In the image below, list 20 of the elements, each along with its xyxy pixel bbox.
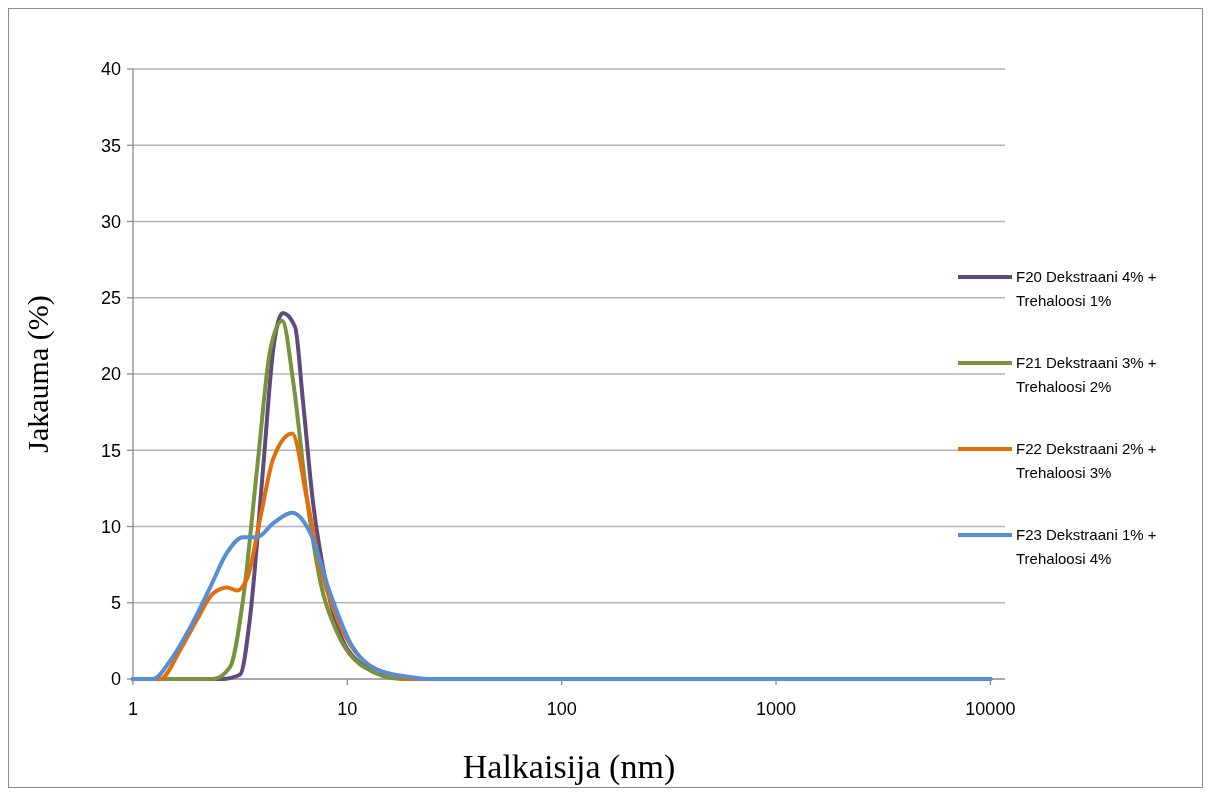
y-tick-label: 25 (100, 288, 121, 309)
x-tick-label: 1 (127, 699, 139, 719)
y-tick-label: 20 (100, 364, 121, 385)
y-axis-title: Jakauma (%) (21, 295, 55, 453)
x-tick-label: 100 (546, 699, 577, 719)
y-tick-label: 35 (100, 135, 121, 156)
legend-label: F23 Dekstraani 1% + Trehaloosi 4% (1016, 526, 1157, 567)
x-tick-label: 10000 (965, 699, 1016, 719)
legend-label: F20 Dekstraani 4% + Trehaloosi 1% (1016, 268, 1157, 309)
y-tick-label: 40 (100, 59, 121, 80)
y-tick-label: 15 (100, 440, 121, 461)
legend-label: F21 Dekstraani 3% + Trehaloosi 2% (1016, 354, 1157, 395)
y-tick-label: 30 (100, 211, 121, 232)
y-tick-label: 5 (110, 593, 121, 614)
x-axis-title: Halkaisija (nm) (462, 748, 676, 786)
y-tick-label: 10 (100, 516, 121, 537)
x-tick-label: 10 (337, 699, 358, 719)
legend-label: F22 Dekstraani 2% + Trehaloosi 3% (1016, 440, 1157, 481)
x-tick-label: 1000 (756, 699, 797, 719)
y-tick-label: 0 (110, 669, 121, 690)
